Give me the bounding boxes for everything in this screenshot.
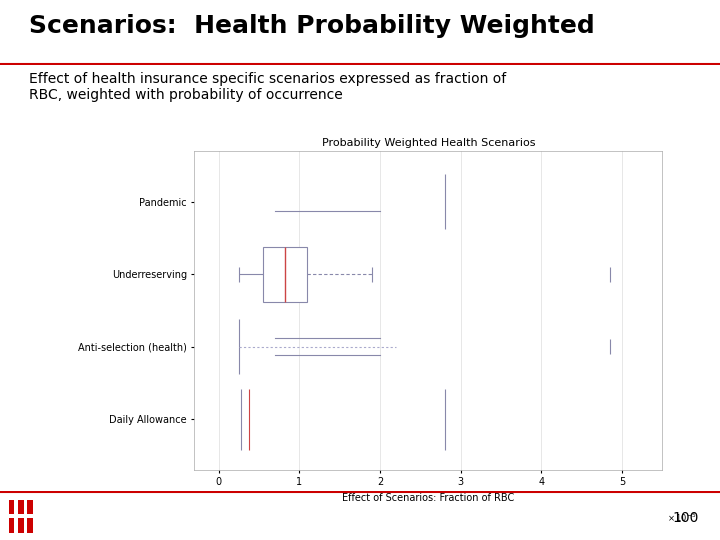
- Text: Effect of health insurance specific scenarios expressed as fraction of
RBC, weig: Effect of health insurance specific scen…: [29, 71, 506, 102]
- Bar: [263, 247, 307, 302]
- Bar: [27, 500, 33, 514]
- Title: Probability Weighted Health Scenarios: Probability Weighted Health Scenarios: [322, 138, 535, 147]
- Text: 100: 100: [672, 511, 698, 525]
- Bar: [9, 500, 14, 514]
- Bar: [9, 518, 14, 532]
- Bar: [27, 518, 33, 532]
- Bar: [18, 500, 24, 514]
- Text: Scenarios:  Health Probability Weighted: Scenarios: Health Probability Weighted: [29, 14, 595, 38]
- Text: $\times\,10^{-5}$: $\times\,10^{-5}$: [667, 511, 696, 524]
- Bar: [18, 518, 24, 532]
- X-axis label: Effect of Scenarios: Fraction of RBC: Effect of Scenarios: Fraction of RBC: [342, 493, 515, 503]
